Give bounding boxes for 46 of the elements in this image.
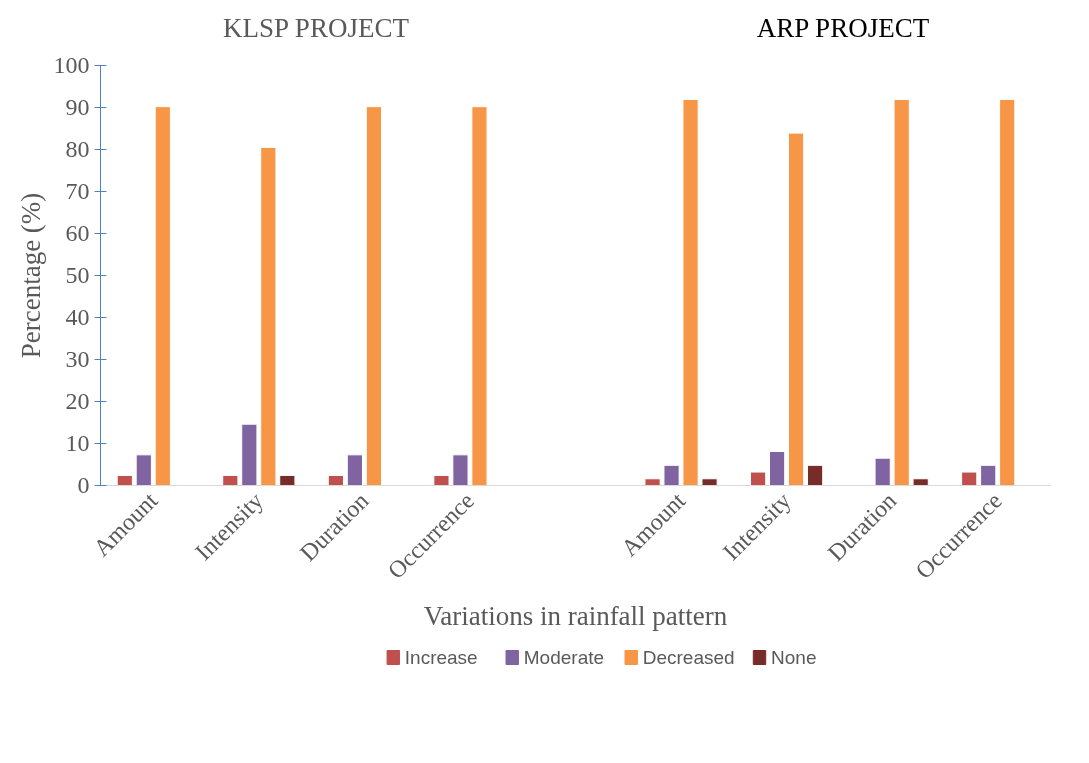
y-tick-label: 20 — [65, 388, 90, 414]
bar — [893, 99, 910, 486]
bar — [682, 99, 699, 486]
legend-label: None — [771, 647, 817, 668]
y-tick-label: 30 — [65, 346, 90, 372]
bar — [116, 474, 133, 486]
y-tick-label: 90 — [65, 94, 90, 120]
bar — [154, 106, 171, 486]
bar — [807, 464, 824, 486]
bar — [260, 146, 277, 486]
bar — [327, 474, 344, 486]
y-tick-label: 40 — [65, 304, 90, 330]
bar — [135, 454, 152, 486]
bar — [433, 474, 450, 486]
bar — [874, 457, 891, 486]
bar — [471, 106, 488, 486]
legend-label: Moderate — [523, 647, 605, 668]
bar — [644, 478, 661, 486]
bar — [980, 464, 997, 486]
y-axis-title: Percentage (%) — [15, 192, 46, 359]
bar — [912, 478, 929, 486]
legend-label: Increase — [404, 647, 478, 668]
text: KLSP PROJECT — [223, 12, 409, 45]
bar — [999, 99, 1016, 486]
bar — [701, 478, 718, 486]
bar — [788, 132, 805, 486]
bar — [750, 471, 767, 486]
bar — [365, 106, 382, 486]
bar — [452, 454, 469, 486]
y-tick-label: 70 — [65, 178, 90, 204]
y-tick-label: 10 — [65, 430, 90, 456]
bar — [346, 454, 363, 486]
legend-label: Decreased — [642, 647, 735, 668]
bar — [279, 474, 296, 486]
bar — [663, 464, 680, 486]
y-tick-label: 80 — [65, 136, 90, 162]
x-axis-title: Variations in rainfall pattern — [423, 601, 728, 632]
y-tick-label: 0 — [77, 472, 90, 498]
y-tick-label: 50 — [65, 262, 90, 288]
bar — [961, 471, 978, 486]
y-tick-label: 100 — [53, 52, 90, 78]
text: ARP PROJECT — [756, 12, 930, 45]
bar — [241, 423, 258, 486]
bar — [769, 450, 786, 486]
bar — [222, 474, 239, 486]
y-tick-label: 60 — [65, 220, 90, 246]
